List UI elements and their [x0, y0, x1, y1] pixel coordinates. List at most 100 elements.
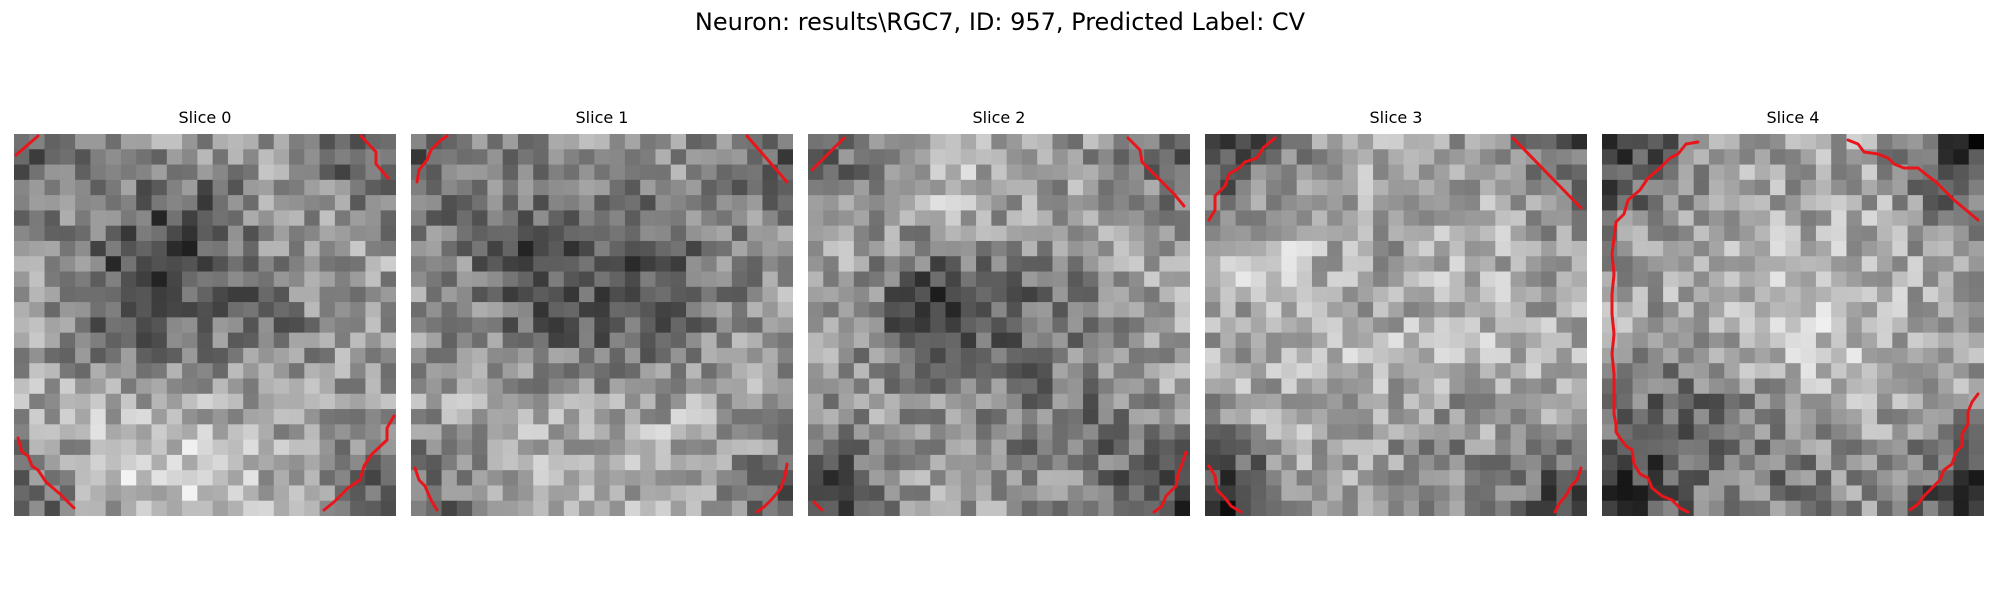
image-pixel [304, 149, 321, 166]
image-pixel [1403, 393, 1420, 410]
image-pixel [1296, 240, 1313, 257]
image-pixel [548, 347, 565, 364]
image-pixel [686, 286, 702, 303]
image-pixel [1037, 302, 1054, 318]
image-pixel [670, 424, 687, 441]
image-pixel [334, 210, 351, 227]
image-pixel [1266, 134, 1282, 150]
image-pixel [1815, 271, 1832, 288]
image-pixel [762, 363, 779, 380]
image-pixel [1678, 134, 1695, 150]
image-pixel [1083, 332, 1099, 349]
slice-title: Slice 1 [575, 108, 629, 127]
image-pixel [502, 210, 519, 227]
image-pixel [1250, 454, 1267, 471]
image-pixel [136, 271, 153, 288]
image-pixel [1067, 454, 1084, 471]
image-pixel [1815, 302, 1832, 318]
image-pixel [120, 439, 137, 456]
image-pixel [533, 439, 550, 456]
image-pixel [273, 485, 290, 502]
image-pixel [365, 286, 382, 303]
image-pixel [1846, 179, 1863, 196]
image-pixel [1373, 485, 1389, 502]
image-pixel [1098, 240, 1115, 257]
image-pixel [1373, 393, 1389, 410]
image-pixel [716, 225, 733, 242]
image-pixel [472, 378, 488, 395]
image-pixel [853, 485, 870, 502]
image-pixel [1266, 393, 1282, 410]
image-pixel [624, 347, 641, 364]
image-pixel [609, 347, 626, 364]
image-pixel [930, 134, 947, 150]
image-pixel [1480, 149, 1496, 166]
image-pixel [838, 424, 855, 441]
image-pixel [701, 485, 718, 502]
image-pixel [487, 179, 504, 196]
image-pixel [90, 363, 107, 380]
image-pixel [441, 179, 458, 196]
image-pixel [1296, 500, 1313, 516]
image-pixel [1510, 210, 1527, 227]
image-pixel [808, 317, 824, 334]
image-pixel [105, 240, 122, 257]
image-pixel [1647, 485, 1664, 502]
image-pixel [1663, 302, 1679, 318]
image-pixel [472, 500, 488, 516]
image-pixel [1754, 179, 1771, 196]
image-pixel [899, 485, 916, 502]
image-pixel [579, 164, 595, 181]
image-pixel [1770, 485, 1786, 502]
image-pixel [930, 195, 947, 211]
image-pixel [212, 302, 229, 318]
image-pixel [1464, 256, 1481, 273]
image-pixel [1449, 317, 1466, 334]
image-pixel [273, 424, 290, 441]
image-pixel [1938, 286, 1955, 303]
image-pixel [1754, 424, 1771, 441]
image-pixel [1846, 409, 1863, 425]
image-pixel [166, 240, 183, 257]
image-pixel [716, 409, 733, 425]
image-pixel [1877, 286, 1893, 303]
image-pixel [136, 500, 153, 516]
image-pixel [120, 164, 137, 181]
image-pixel [1754, 134, 1771, 150]
image-pixel [640, 179, 657, 196]
image-pixel [1647, 439, 1664, 456]
image-pixel [426, 454, 443, 471]
image-pixel [1785, 454, 1802, 471]
image-pixel [411, 210, 427, 227]
image-pixel [1052, 210, 1069, 227]
pixel-grid [411, 134, 793, 516]
image-pixel [1083, 485, 1099, 502]
image-pixel [1250, 271, 1267, 288]
image-pixel [1693, 409, 1710, 425]
image-pixel [747, 347, 764, 364]
image-pixel [487, 271, 504, 288]
image-pixel [655, 485, 672, 502]
image-pixel [1678, 302, 1695, 318]
image-pixel [609, 393, 626, 410]
image-pixel [29, 240, 46, 257]
image-pixel [1342, 317, 1359, 334]
image-pixel [1953, 179, 1970, 196]
image-pixel [853, 271, 870, 288]
image-pixel [1785, 286, 1802, 303]
image-pixel [808, 485, 824, 502]
image-pixel [1159, 149, 1176, 166]
image-pixel [1113, 210, 1130, 227]
image-pixel [1021, 271, 1038, 288]
image-pixel [853, 363, 870, 380]
image-pixel [869, 409, 885, 425]
image-pixel [1113, 134, 1130, 150]
image-pixel [166, 225, 183, 242]
image-pixel [426, 393, 443, 410]
image-pixel [456, 286, 473, 303]
image-pixel [502, 393, 519, 410]
image-pixel [59, 271, 76, 288]
image-pixel [243, 424, 260, 441]
image-pixel [853, 210, 870, 227]
image-pixel [1663, 256, 1679, 273]
